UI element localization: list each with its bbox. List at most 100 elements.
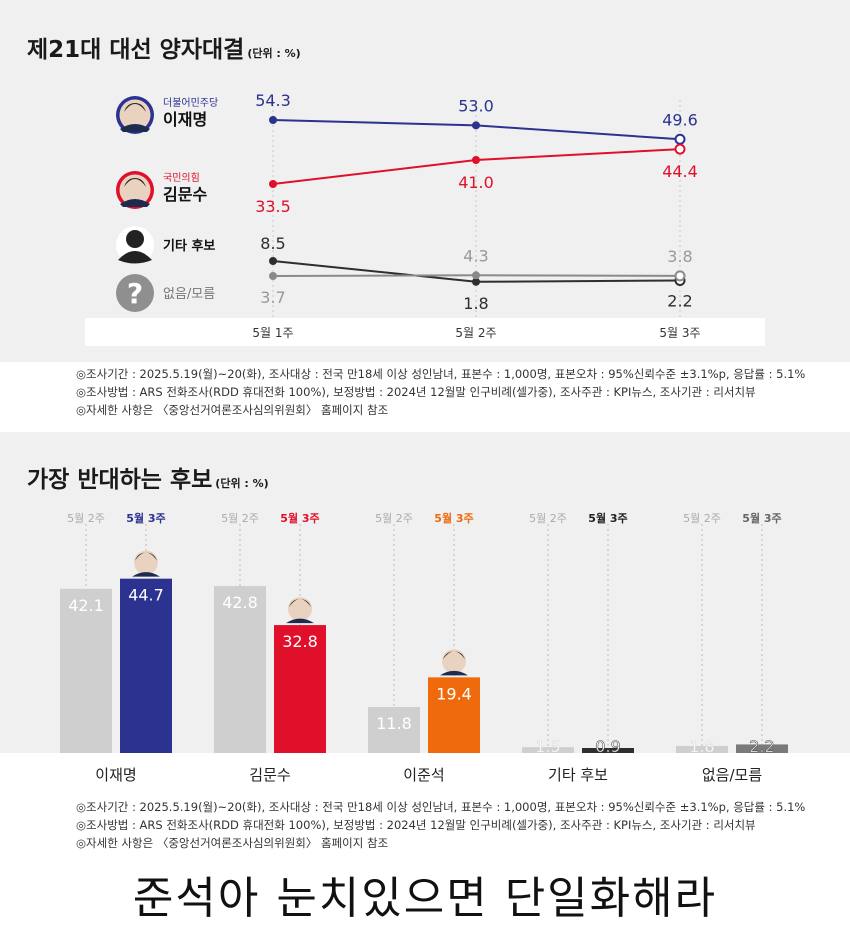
person-silhouette-icon	[116, 226, 154, 264]
candidate-name: 기타 후보	[163, 238, 215, 254]
svg-text:?: ?	[127, 277, 143, 310]
data-point	[674, 133, 686, 145]
data-label: 1.5	[535, 737, 560, 756]
data-label: 49.6	[662, 110, 698, 129]
person-photo-icon	[116, 171, 154, 209]
data-label: 42.8	[222, 593, 258, 612]
bottom-caption: 준석아 눈치있으면 단일화해라	[132, 873, 718, 924]
data-label: 32.8	[282, 632, 318, 651]
data-label: 44.4	[662, 162, 698, 181]
candidate-name: 이재명	[163, 110, 207, 129]
period-label: 5월 2주	[529, 512, 567, 525]
line-chart-unit: (단위 : %)	[247, 47, 301, 60]
data-label: 3.7	[260, 288, 285, 307]
category-label: 김문수	[249, 766, 290, 784]
data-label: 4.3	[463, 246, 488, 265]
survey-note-method: ◎조사방법 : ARS 전화조사(RDD 휴대전화 100%), 보정방법 : …	[76, 818, 756, 832]
data-point	[472, 121, 480, 130]
data-label: 11.8	[376, 714, 412, 733]
data-label: 1.8	[463, 294, 488, 313]
x-tick-label: 5월 3주	[659, 326, 700, 340]
x-axis-band	[85, 318, 765, 346]
data-point	[674, 143, 686, 155]
data-point	[269, 116, 277, 124]
category-label: 기타 후보	[548, 766, 608, 784]
data-label: 0.9	[595, 737, 620, 756]
category-band	[0, 753, 850, 793]
bar-current	[428, 677, 480, 753]
survey-notes-1: ◎조사기간 : 2025.5.19(월)~20(화), 조사대상 : 전국 만1…	[0, 365, 850, 419]
period-label: 5월 2주	[683, 512, 721, 525]
data-point	[472, 271, 480, 280]
bar-group: 5월 2주 5월 3주 1.5 0.9 기타 후보	[522, 511, 634, 784]
category-label: 이재명	[95, 766, 136, 784]
x-tick-label: 5월 2주	[455, 326, 496, 340]
bar-chart-title: 가장 반대하는 후보 (단위 : %)	[27, 467, 269, 493]
data-label: 1.8	[689, 737, 714, 756]
series-none: 3.7 4.3 3.8	[260, 246, 692, 307]
bar-group: 5월 2주 5월 3주 42.8 32.8 김문수	[214, 511, 326, 784]
period-label: 5월 3주	[434, 511, 473, 525]
survey-note-period: ◎조사기간 : 2025.5.19(월)~20(화), 조사대상 : 전국 만1…	[76, 367, 806, 381]
data-label: 33.5	[255, 197, 291, 216]
series-other: 8.5 1.8 2.2	[260, 234, 692, 313]
bar-prev	[368, 706, 420, 753]
category-label: 이준석	[403, 766, 444, 784]
data-label: 41.0	[458, 173, 494, 192]
person-photo-icon	[286, 597, 314, 624]
party-label: 더불어민주당	[163, 97, 218, 109]
bar-chart: 5월 2주 5월 3주 42.1 44.7 이재명 5월 2주 5월 3주 42.8 32.8 김…	[0, 511, 850, 793]
party-label: 국민의힘	[163, 172, 200, 184]
question-mark-icon: ?	[116, 274, 154, 312]
bar-chart-unit: (단위 : %)	[215, 477, 269, 490]
bar-current	[274, 625, 326, 753]
survey-note-reference: ◎자세한 사항은 〈중앙선거여론조사심의위원회〉 홈페이지 참조	[76, 403, 389, 417]
period-label: 5월 3주	[742, 511, 781, 525]
category-label: 없음/모름	[702, 766, 762, 784]
data-label: 8.5	[260, 234, 285, 253]
data-label: 2.2	[749, 737, 774, 756]
line-chart-panel: 제21대 대선 양자대결 (단위 : %) 5월 1주 5월 2주 5월 3주 54.3…	[0, 0, 850, 362]
bar-group: 5월 2주 5월 3주 42.1 44.7 이재명	[60, 511, 172, 784]
series-kim: 33.5 41.0 44.4	[255, 143, 698, 216]
data-point	[674, 270, 686, 282]
bar-current	[120, 578, 172, 753]
bar-current	[736, 744, 788, 753]
survey-note-reference: ◎자세한 사항은 〈중앙선거여론조사심의위원회〉 홈페이지 참조	[76, 836, 389, 850]
survey-note-period: ◎조사기간 : 2025.5.19(월)~20(화), 조사대상 : 전국 만1…	[76, 800, 806, 814]
data-point	[269, 257, 277, 265]
bar-prev	[522, 747, 574, 753]
period-label: 5월 3주	[588, 511, 627, 525]
person-photo-icon	[440, 649, 468, 676]
bar-group: 5월 2주 5월 3주 1.8 2.2 없음/모름	[676, 511, 788, 784]
data-label: 42.1	[68, 596, 104, 615]
candidate-name: 김문수	[163, 185, 207, 204]
period-label: 5월 2주	[221, 512, 259, 525]
person-photo-icon	[132, 550, 160, 577]
data-point	[269, 272, 277, 280]
bar-current	[582, 748, 634, 753]
series-lee: 54.3 53.0 49.6	[255, 91, 698, 145]
bar-prev	[214, 586, 266, 753]
data-label: 54.3	[255, 91, 291, 110]
period-label: 5월 3주	[280, 511, 319, 525]
person-photo-icon	[116, 96, 154, 134]
data-point	[269, 180, 277, 188]
data-label: 3.8	[667, 247, 692, 266]
period-label: 5월 2주	[375, 512, 413, 525]
candidate-name: 없음/모름	[163, 287, 215, 302]
bar-group: 5월 2주 5월 3주 11.8 19.4 이준석	[368, 511, 480, 784]
data-point	[472, 277, 480, 286]
data-label: 2.2	[667, 292, 692, 311]
period-label: 5월 2주	[67, 512, 105, 525]
bar-chart-panel: 가장 반대하는 후보 (단위 : %) 5월 2주 5월 3주 42.1 44.7 이재명…	[0, 432, 850, 793]
survey-notes-2: ◎조사기간 : 2025.5.19(월)~20(화), 조사대상 : 전국 만1…	[0, 798, 850, 852]
data-point	[472, 156, 480, 164]
bar-prev	[676, 745, 728, 753]
bar-prev	[60, 588, 112, 753]
x-tick-label: 5월 1주	[252, 326, 293, 340]
period-label: 5월 3주	[126, 511, 165, 525]
data-label: 44.7	[128, 586, 164, 605]
survey-note-method: ◎조사방법 : ARS 전화조사(RDD 휴대전화 100%), 보정방법 : …	[76, 385, 756, 399]
